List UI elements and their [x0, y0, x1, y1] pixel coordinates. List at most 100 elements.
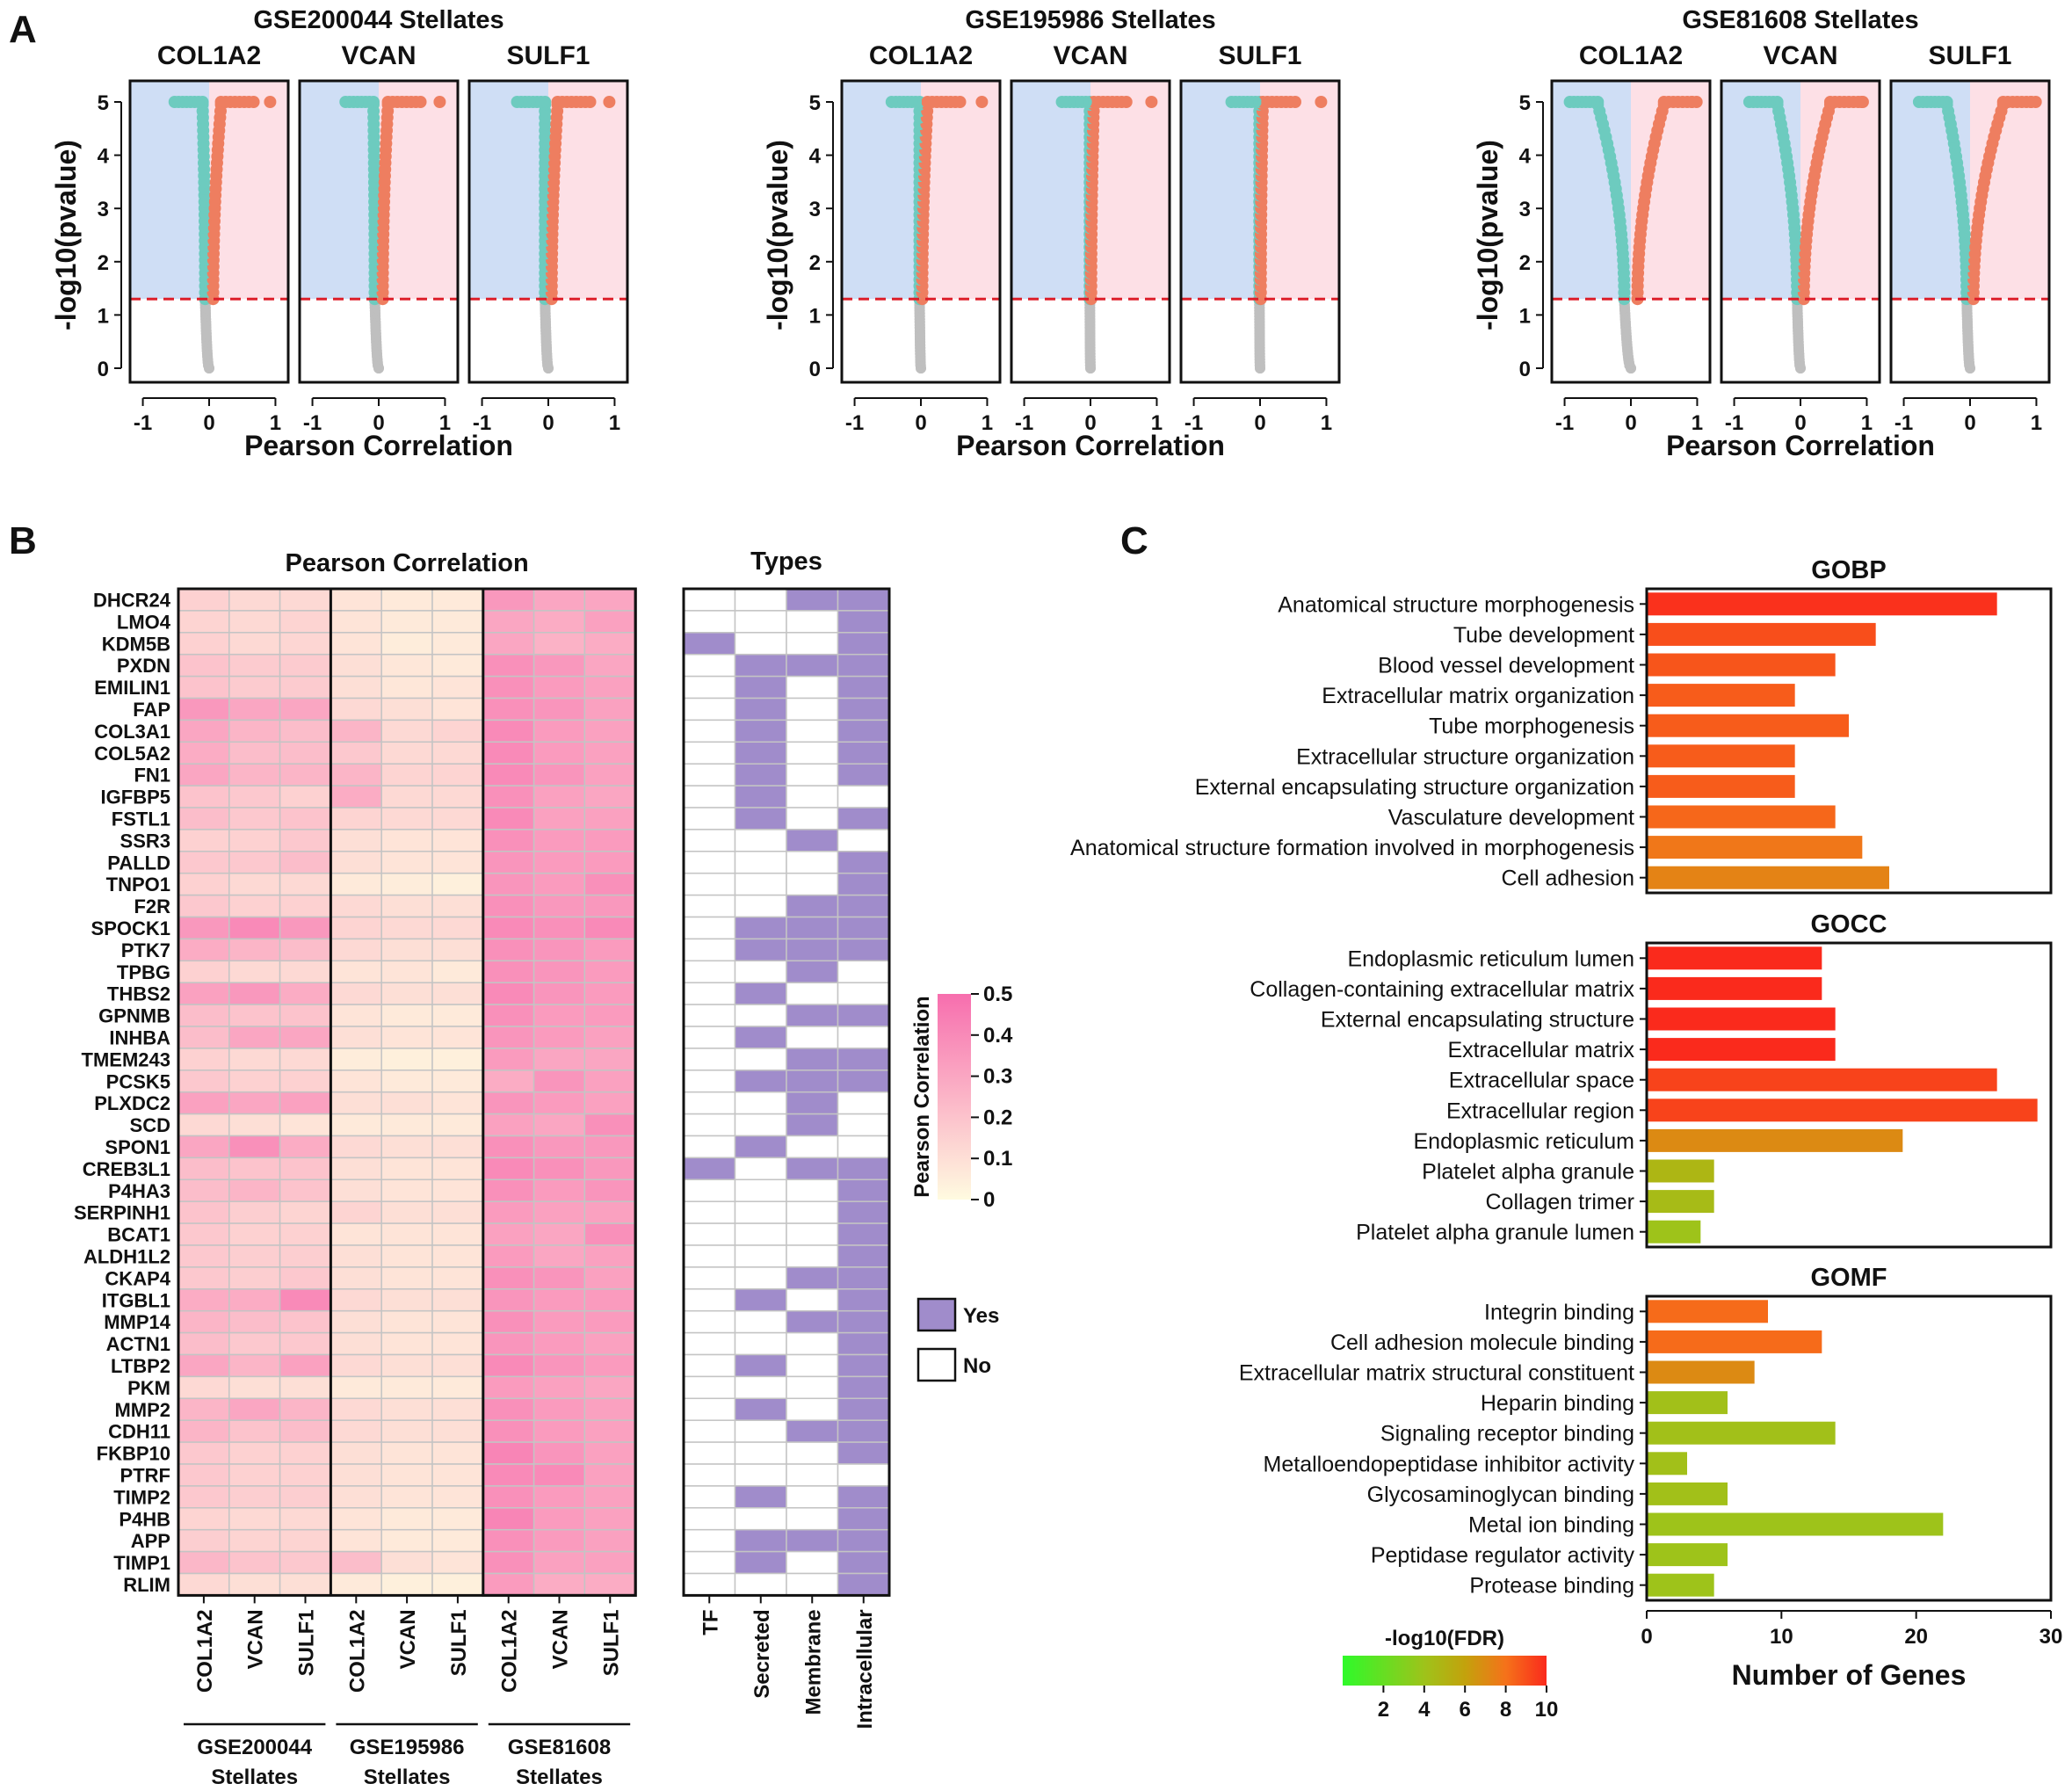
- type-cell-no: [683, 763, 736, 787]
- heatmap-cell: [177, 1091, 230, 1115]
- go-bar: [1647, 1543, 1728, 1567]
- volcano-gene-title: SULF1: [1928, 41, 2011, 70]
- negative-point: [885, 96, 898, 108]
- heatmap-cell: [279, 1026, 332, 1049]
- heatmap-cell: [482, 1135, 535, 1159]
- heatmap-cell: [228, 1266, 281, 1290]
- pearson-colorbar: [938, 994, 971, 1200]
- positive-point: [1315, 96, 1328, 108]
- heatmap-cell: [532, 588, 586, 612]
- gene-row-label: PKM: [127, 1377, 170, 1399]
- go-bar: [1647, 1128, 1903, 1152]
- go-term-label: Vasculature development: [1388, 806, 1634, 830]
- plot-frame: [128, 79, 290, 384]
- type-cell-yes: [837, 916, 890, 940]
- heatmap-cell: [279, 1550, 332, 1575]
- go-term-label: Endoplasmic reticulum lumen: [1347, 946, 1634, 971]
- type-cell-yes: [837, 1266, 890, 1290]
- heatmap-cell: [532, 894, 586, 918]
- heatmap-cell: [177, 1309, 230, 1334]
- type-cell-no: [786, 1222, 839, 1246]
- plot-frame: [840, 79, 1002, 384]
- type-cell-yes: [837, 1528, 890, 1553]
- type-cell-yes: [837, 807, 890, 830]
- gene-row-label: PTRF: [120, 1464, 170, 1486]
- heatmap-cell: [279, 1375, 332, 1400]
- heatmap-cell: [482, 1463, 535, 1487]
- plot-frame: [1010, 79, 1171, 384]
- x-axis-label: Pearson Correlation: [244, 430, 513, 461]
- positive-point: [603, 96, 616, 108]
- column-label: COL1A2: [345, 1609, 369, 1693]
- heatmap-cell: [532, 1113, 586, 1137]
- heatmap-cell: [583, 851, 636, 874]
- type-cell-no: [683, 1397, 736, 1421]
- go-bar: [1647, 1300, 1768, 1323]
- negative-region: [469, 81, 548, 300]
- heatmap-cell: [279, 1288, 332, 1312]
- gene-row-label: EMILIN1: [94, 677, 170, 699]
- go-bar: [1647, 1068, 1997, 1091]
- heatmap-cell: [431, 872, 484, 896]
- type-cell-no: [837, 785, 890, 808]
- heatmap-cell: [583, 829, 636, 852]
- heatmap-cell: [583, 632, 636, 656]
- heatmap-cell: [583, 1244, 636, 1268]
- heatmap-cell: [228, 1004, 281, 1027]
- heatmap-cell: [583, 1441, 636, 1465]
- heatmap-cell: [583, 916, 636, 940]
- gene-row-label: SCD: [130, 1114, 170, 1136]
- type-cell-no: [786, 1397, 839, 1421]
- heatmap-cell: [380, 829, 433, 852]
- x-tick-label: 1: [2031, 411, 2042, 435]
- heatmap-cell: [583, 763, 636, 787]
- type-cell-no: [786, 807, 839, 830]
- heatmap-cell: [279, 785, 332, 808]
- type-cell-no: [786, 632, 839, 656]
- plot-frame: [1550, 79, 1712, 384]
- heatmap-cell: [228, 1397, 281, 1421]
- positive-point: [247, 96, 260, 108]
- heatmap-cell: [532, 938, 586, 962]
- heatmap-cell: [380, 675, 433, 700]
- heatmap-cell: [532, 1528, 586, 1553]
- fdr-legend-title: -log10(FDR): [1385, 1627, 1504, 1650]
- gene-row-label: IGFBP5: [101, 787, 170, 808]
- type-cell-yes: [734, 1070, 787, 1093]
- x-tick-label: 0: [542, 411, 554, 435]
- heatmap-cell: [330, 916, 382, 940]
- type-cell-no: [734, 632, 787, 656]
- heatmap-cell: [431, 938, 484, 962]
- go-bar: [1647, 866, 1889, 889]
- heatmap-cell: [380, 632, 433, 656]
- heatmap-cell: [482, 916, 535, 940]
- types-frame: [682, 587, 891, 1597]
- heatmap-cell: [279, 872, 332, 896]
- heatmap-title: Pearson Correlation: [286, 549, 529, 577]
- gene-row-label: ITGBL1: [102, 1289, 170, 1311]
- positive-point: [1685, 96, 1699, 108]
- heatmap-cell: [482, 1266, 535, 1290]
- x-tick-label: 1: [1692, 411, 1703, 435]
- heatmap-cell: [431, 1507, 484, 1531]
- heatmap-cell: [583, 1178, 636, 1202]
- heatmap-cell: [279, 1091, 332, 1115]
- heatmap-cell: [380, 610, 433, 634]
- heatmap-cell: [228, 1288, 281, 1312]
- go-term-label: Collagen trimer: [1485, 1190, 1634, 1215]
- type-cell-no: [734, 1441, 787, 1465]
- heatmap-cell: [482, 1550, 535, 1575]
- colorbar-tick-label: 0.1: [983, 1147, 1012, 1171]
- type-cell-yes: [734, 697, 787, 721]
- heatmap-cell: [380, 1397, 433, 1421]
- heatmap-cell: [177, 1113, 230, 1137]
- go-x-tick-label: 30: [2039, 1625, 2063, 1649]
- heatmap-cell: [330, 1375, 382, 1400]
- heatmap-cell: [177, 872, 230, 896]
- type-cell-no: [683, 1288, 736, 1312]
- heatmap-cell: [228, 960, 281, 983]
- heatmap-cell: [482, 829, 535, 852]
- heatmap-cell: [583, 1550, 636, 1575]
- type-cell-yes: [786, 1157, 839, 1181]
- heatmap-cell: [177, 894, 230, 918]
